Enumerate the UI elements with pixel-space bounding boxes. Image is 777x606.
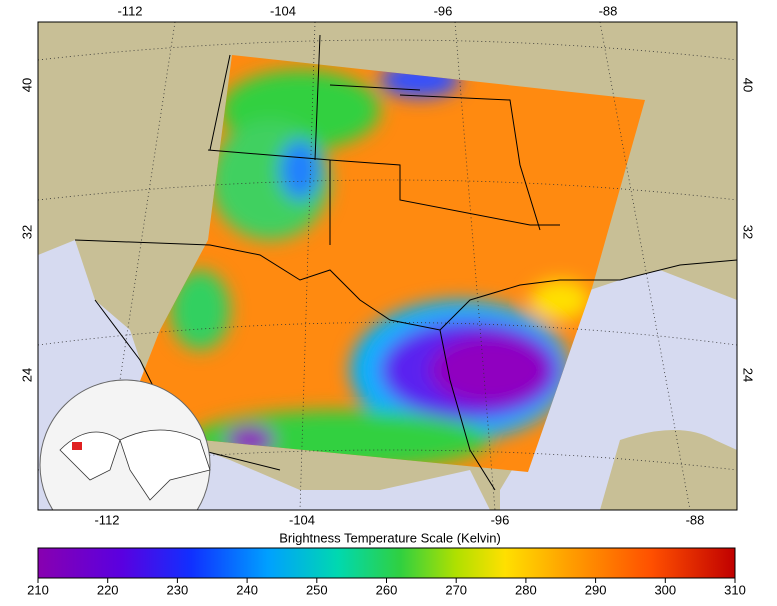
lon-label: -88 bbox=[599, 3, 618, 18]
graticule bbox=[38, 22, 737, 510]
lon-label: -96 bbox=[491, 512, 510, 527]
lon-label: -88 bbox=[686, 512, 705, 527]
map-frame bbox=[37, 21, 738, 511]
map-area bbox=[38, 22, 737, 510]
yucatan bbox=[600, 430, 737, 510]
lon-label: -112 bbox=[94, 512, 119, 527]
colorbar-title: Brightness Temperature Scale (Kelvin) bbox=[279, 530, 501, 545]
colorbar-tick-label: 300 bbox=[654, 582, 676, 597]
colorbar bbox=[37, 547, 736, 579]
colorbar-tick-label: 270 bbox=[445, 582, 467, 597]
colorbar-tick-label: 230 bbox=[167, 582, 189, 597]
colorbar-tick-label: 310 bbox=[724, 582, 746, 597]
colorbar-tick-label: 250 bbox=[306, 582, 328, 597]
lon-label: -104 bbox=[270, 3, 296, 18]
lon-label: -112 bbox=[117, 3, 142, 18]
lat-label: 32 bbox=[19, 225, 34, 239]
lat-label: 40 bbox=[741, 78, 756, 92]
colorbar-tick-label: 290 bbox=[585, 582, 607, 597]
lat-label: 40 bbox=[19, 78, 34, 92]
lat-label: 32 bbox=[741, 225, 756, 239]
lat-label: 24 bbox=[19, 368, 34, 382]
colorbar-tick-label: 240 bbox=[236, 582, 258, 597]
inset-globe bbox=[39, 379, 211, 510]
colorbar-tick-label: 260 bbox=[376, 582, 398, 597]
colorbar-tick-label: 220 bbox=[97, 582, 119, 597]
lon-label: -96 bbox=[434, 3, 453, 18]
colorbar-tick-label: 280 bbox=[515, 582, 537, 597]
lat-label: 24 bbox=[741, 368, 756, 382]
lon-label: -104 bbox=[289, 512, 315, 527]
colorbar-tick-label: 210 bbox=[27, 582, 49, 597]
